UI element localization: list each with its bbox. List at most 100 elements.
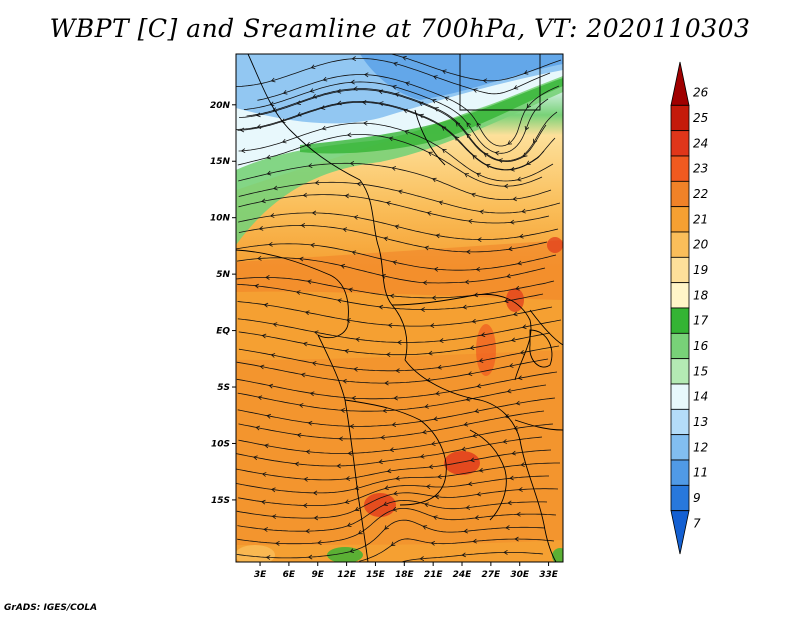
streamline-arrow	[464, 173, 469, 178]
streamline-arrow	[380, 434, 385, 440]
streamline-arrow	[422, 280, 428, 286]
streamline-arrow	[346, 318, 351, 323]
streamline	[236, 101, 556, 171]
streamline-arrow	[424, 403, 429, 409]
streamline-arrow	[386, 468, 392, 474]
streamline-arrow	[364, 72, 369, 78]
lon-tick-label: 30E	[510, 570, 530, 580]
lon-tick-label: 24E	[453, 570, 473, 580]
streamline-arrow	[303, 476, 308, 482]
streamline	[236, 243, 557, 271]
colorbar-label: 17	[693, 314, 709, 328]
streamline-arrow	[271, 487, 276, 493]
streamline-arrow	[432, 515, 438, 520]
streamline-arrow	[428, 350, 433, 356]
streamline	[236, 358, 549, 384]
wbpt-hotspot-edge	[547, 237, 563, 253]
streamline-arrow	[425, 484, 431, 490]
streamline-arrow	[516, 176, 522, 182]
streamline-arrow	[526, 160, 531, 165]
streamline-arrow	[342, 227, 348, 233]
streamline-arrow	[311, 361, 317, 366]
streamline-arrow	[261, 499, 266, 505]
streamline-arrow	[344, 499, 350, 504]
colorbar-swatch	[670, 332, 690, 360]
streamline	[237, 101, 545, 171]
streamline-arrow	[430, 441, 436, 446]
streamline-arrow	[506, 388, 512, 394]
streamline-arrow	[294, 461, 300, 467]
streamline-arrow	[462, 304, 467, 310]
streamline-arrow	[428, 151, 433, 157]
streamline-arrow	[321, 125, 327, 131]
streamline-arrow	[281, 138, 287, 144]
streamline-arrow	[503, 183, 509, 189]
wbpt-hotspot-east	[476, 324, 496, 376]
streamline-arrow	[432, 75, 438, 80]
streamline-arrow	[344, 193, 350, 199]
streamline-arrow	[424, 502, 429, 508]
streamline-arrow	[295, 290, 301, 295]
lon-tick-label: 33E	[539, 570, 559, 580]
streamline-arrow	[393, 395, 398, 401]
streamline	[236, 371, 558, 400]
streamline-arrow	[426, 211, 432, 216]
streamline-arrow	[363, 120, 368, 126]
streamline	[359, 538, 555, 562]
streamline-arrow	[517, 375, 523, 381]
colorbar-swatch	[670, 459, 690, 486]
streamline	[237, 499, 548, 532]
streamline-arrow	[384, 525, 389, 530]
streamline-arrow	[511, 450, 516, 456]
streamline	[238, 181, 561, 214]
streamline-arrow	[384, 380, 389, 386]
lon-tick-label: 21E	[424, 570, 444, 580]
streamline-arrow	[505, 525, 510, 531]
colorbar-label: 13	[693, 415, 708, 429]
streamline-arrow	[464, 279, 470, 285]
streamline-arrow	[337, 100, 342, 106]
streamline-arrow	[517, 260, 522, 266]
streamline-arrow	[309, 391, 315, 397]
streamline-arrow	[386, 201, 391, 206]
colorbar-label: 24	[693, 136, 708, 150]
colorbar: 26 25 24 23 22 21 20 19 18 17 16 15 14 13 12 11 9 7	[670, 61, 709, 555]
colorbar-swatch	[670, 484, 690, 512]
streamline-arrow	[429, 323, 435, 328]
streamline-arrow	[296, 100, 302, 105]
streamline-arrow	[402, 55, 407, 61]
streamline-arrow	[269, 101, 275, 107]
streamline-arrow	[378, 89, 383, 95]
colorbar-label: 11	[693, 466, 708, 480]
streamline-arrow	[509, 219, 515, 225]
streamline	[257, 74, 560, 147]
streamline-arrow	[523, 70, 529, 75]
streamline-arrow	[388, 136, 394, 142]
streamline-arrow	[261, 333, 267, 339]
streamline-arrow	[305, 528, 310, 534]
colorbar-label: 9	[693, 491, 701, 505]
streamline-arrow	[422, 525, 428, 530]
streamline-arrow	[507, 246, 513, 252]
streamline-arrow	[472, 433, 477, 438]
wbpt-yellow-patch	[236, 545, 275, 562]
streamline-arrow	[455, 122, 461, 127]
streamline-arrow	[435, 390, 440, 396]
streamline-arrow	[356, 181, 362, 187]
streamline-arrow	[437, 474, 442, 480]
streamline-arrow	[519, 233, 524, 239]
streamline-arrow	[441, 69, 447, 75]
streamline-arrow	[300, 223, 306, 228]
streamline-arrow	[478, 467, 484, 473]
lat-tick-label: 5S	[217, 383, 230, 393]
streamline	[236, 257, 546, 284]
colorbar-swatch	[670, 358, 690, 385]
streamline-arrow	[261, 472, 267, 477]
streamline-arrow	[298, 403, 304, 408]
colorbar-bottom-arrow	[670, 510, 690, 555]
streamline-arrow	[397, 340, 402, 345]
streamline-arrow	[474, 408, 480, 414]
streamline-arrow	[509, 475, 514, 481]
streamline-arrow	[256, 124, 262, 129]
streamline	[236, 488, 559, 519]
